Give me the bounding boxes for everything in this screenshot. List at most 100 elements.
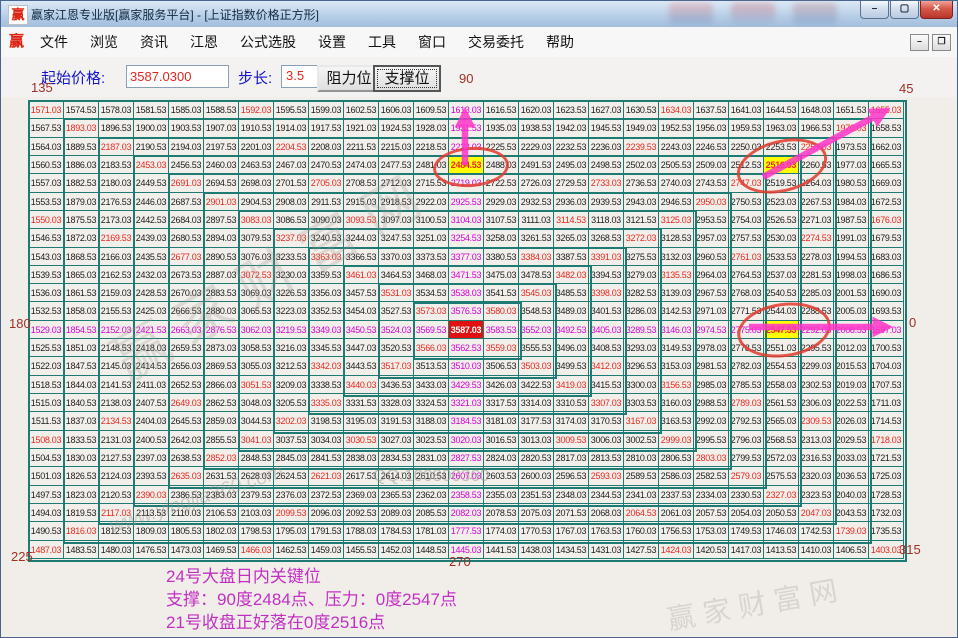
price-cell[interactable]: 3475.03	[484, 265, 519, 285]
price-cell[interactable]: 3552.03	[519, 320, 554, 340]
price-cell[interactable]: 1662.03	[869, 137, 904, 156]
price-cell[interactable]: 2250.03	[729, 137, 764, 156]
price-cell[interactable]: 3408.53	[589, 339, 624, 358]
menu-item[interactable]: 窗口	[418, 34, 446, 50]
price-cell[interactable]: 2659.53	[169, 339, 204, 358]
price-cell[interactable]: 1921.03	[344, 119, 379, 138]
price-cell[interactable]: 3440.03	[344, 375, 379, 394]
price-cell[interactable]: 3016.53	[484, 430, 519, 449]
price-cell[interactable]: 1879.03	[64, 192, 99, 211]
price-cell[interactable]: 1560.53	[29, 155, 64, 175]
price-cell[interactable]: 1466.03	[239, 540, 274, 559]
price-cell[interactable]: 3419.03	[554, 375, 589, 394]
price-cell[interactable]: 2372.53	[309, 485, 344, 504]
price-cell[interactable]: 2411.03	[134, 375, 169, 394]
price-cell[interactable]: 3380.53	[484, 247, 519, 266]
price-cell[interactable]: 3261.53	[519, 229, 554, 248]
price-cell[interactable]: 3569.53	[414, 320, 449, 340]
price-cell[interactable]: 1497.53	[29, 485, 64, 504]
price-cell[interactable]: 2477.53	[379, 155, 414, 175]
price-cell[interactable]: 3335.03	[309, 394, 344, 413]
price-cell[interactable]: 2754.03	[729, 210, 764, 230]
price-cell[interactable]: 2257.03	[799, 137, 834, 156]
price-cell[interactable]: 3338.53	[309, 375, 344, 394]
price-cell[interactable]: 2491.53	[519, 155, 554, 175]
price-cell[interactable]: 2582.53	[694, 467, 729, 486]
price-cell[interactable]: 1403.03	[869, 540, 904, 559]
price-cell[interactable]: 2719.03	[449, 174, 484, 193]
price-cell[interactable]: 1487.03	[29, 540, 64, 559]
price-cell[interactable]: 2897.53	[204, 210, 239, 230]
price-cell[interactable]: 2309.53	[799, 412, 834, 431]
price-cell[interactable]: 3555.53	[519, 339, 554, 358]
price-cell[interactable]: 1763.53	[589, 522, 624, 541]
price-cell[interactable]: 1644.53	[764, 101, 799, 120]
price-cell[interactable]: 1840.53	[64, 394, 99, 413]
price-cell[interactable]: 1966.53	[799, 119, 834, 138]
price-cell[interactable]: 2001.53	[834, 284, 869, 303]
price-cell[interactable]: 1998.03	[834, 265, 869, 285]
price-cell[interactable]: 2208.03	[309, 137, 344, 156]
price-cell[interactable]: 3384.03	[519, 247, 554, 266]
price-cell[interactable]: 1963.03	[764, 119, 799, 138]
price-cell[interactable]: 3300.03	[624, 375, 659, 394]
price-cell[interactable]: 3492.53	[554, 320, 589, 340]
price-cell[interactable]: 3202.03	[274, 412, 309, 431]
price-cell[interactable]: 2617.53	[344, 467, 379, 486]
price-cell[interactable]: 3072.53	[239, 265, 274, 285]
price-cell[interactable]: 2106.53	[204, 503, 239, 523]
price-cell[interactable]: 2565.03	[764, 412, 799, 431]
price-cell[interactable]: 1784.53	[379, 522, 414, 541]
price-cell[interactable]: 3041.03	[239, 430, 274, 449]
price-cell[interactable]: 1669.03	[869, 174, 904, 193]
price-cell[interactable]: 3027.03	[379, 430, 414, 449]
price-cell[interactable]: 2026.03	[834, 412, 869, 431]
price-cell[interactable]: 2393.53	[134, 467, 169, 486]
price-cell[interactable]: 1515.03	[29, 394, 64, 413]
price-cell[interactable]: 1781.03	[414, 522, 449, 541]
price-cell[interactable]: 1823.03	[64, 485, 99, 504]
price-cell[interactable]: 3272.03	[624, 229, 659, 248]
price-cell[interactable]: 2211.53	[344, 137, 379, 156]
price-cell[interactable]: 3191.53	[379, 412, 414, 431]
price-cell-key-level[interactable]: 2484.53	[449, 155, 484, 175]
price-cell[interactable]: 3160.03	[659, 394, 694, 413]
price-cell[interactable]: 1459.03	[309, 540, 344, 559]
price-cell[interactable]: 3114.53	[554, 210, 589, 230]
price-cell[interactable]: 2873.03	[204, 339, 239, 358]
price-cell[interactable]: 3006.03	[589, 430, 624, 449]
price-cell[interactable]: 2803.03	[694, 448, 729, 468]
price-cell[interactable]: 3426.03	[484, 375, 519, 394]
price-cell[interactable]: 3363.03	[309, 247, 344, 266]
price-cell[interactable]: 1903.53	[169, 119, 204, 138]
menu-item[interactable]: 资讯	[140, 34, 168, 50]
price-cell[interactable]: 1655.03	[869, 101, 904, 120]
price-cell[interactable]: 2953.53	[694, 210, 729, 230]
price-cell[interactable]: 1410.03	[799, 540, 834, 559]
price-cell[interactable]: 1476.53	[134, 540, 169, 559]
price-cell[interactable]: 3055.03	[239, 357, 274, 376]
price-cell[interactable]: 1469.53	[204, 540, 239, 559]
price-cell[interactable]: 2908.03	[274, 192, 309, 211]
price-cell[interactable]: 3576.53	[449, 302, 484, 321]
price-cell[interactable]: 3237.03	[274, 229, 309, 248]
price-cell[interactable]: 3359.53	[309, 265, 344, 285]
price-cell[interactable]: 2050.53	[764, 503, 799, 523]
price-cell[interactable]: 2127.53	[99, 448, 134, 468]
price-cell[interactable]: 2971.03	[694, 302, 729, 321]
price-cell[interactable]: 2449.53	[134, 174, 169, 193]
price-cell[interactable]: 1686.53	[869, 265, 904, 285]
price-cell[interactable]: 2236.03	[589, 137, 624, 156]
price-cell[interactable]: 2768.03	[729, 284, 764, 303]
price-cell[interactable]: 1938.53	[519, 119, 554, 138]
price-cell[interactable]: 2817.03	[554, 448, 589, 468]
price-cell[interactable]: 3289.53	[624, 320, 659, 340]
price-cell[interactable]: 3391.03	[589, 247, 624, 266]
price-cell[interactable]: 3247.53	[379, 229, 414, 248]
price-cell[interactable]: 3559.03	[484, 339, 519, 358]
price-cell[interactable]: 2386.53	[169, 485, 204, 504]
price-cell[interactable]: 2638.53	[169, 448, 204, 468]
price-cell[interactable]: 2288.53	[799, 302, 834, 321]
price-cell[interactable]: 2376.03	[274, 485, 309, 504]
price-cell[interactable]: 1812.53	[99, 522, 134, 541]
